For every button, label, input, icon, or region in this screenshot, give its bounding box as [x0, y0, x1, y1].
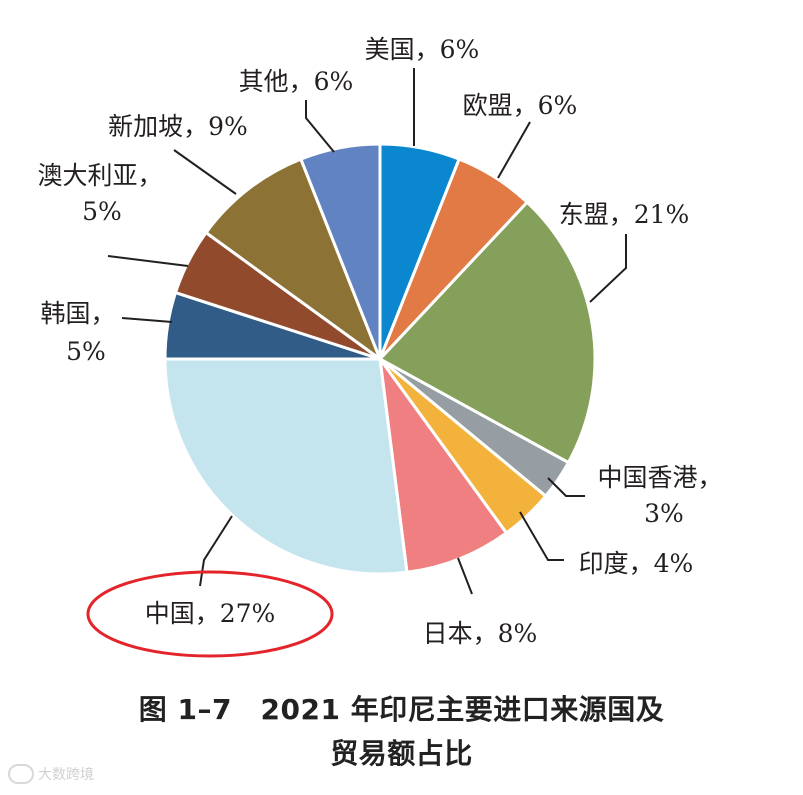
label-asean: 东盟，21% — [559, 200, 690, 229]
label-singapore: 新加坡，9% — [108, 112, 248, 141]
leader-line-4 — [519, 511, 564, 561]
leader-line-10 — [305, 100, 335, 153]
watermark: 大数跨境 — [8, 764, 94, 784]
label-others: 其他，6% — [239, 67, 354, 96]
pie-slice-2 — [378, 200, 597, 465]
watermark-text: 大数跨境 — [38, 767, 94, 783]
watermark-logo-icon — [8, 764, 34, 784]
label-eu: 欧盟，6% — [463, 91, 578, 120]
china-highlight-circle — [86, 570, 334, 658]
label-australia-pct: 5% — [82, 197, 122, 226]
leader-line-6 — [199, 515, 233, 587]
label-australia-name: 澳大利亚， — [37, 161, 162, 190]
label-india: 印度，4% — [579, 549, 694, 578]
leader-line-8 — [107, 255, 189, 267]
leader-line-7 — [121, 317, 173, 323]
label-usa: 美国，6% — [365, 35, 480, 64]
leader-line-3 — [547, 477, 585, 497]
slice-labels: 美国，6% 欧盟，6% 东盟，21% 中国香港， 3% 印度，4% 日本，8% … — [37, 35, 722, 648]
label-korea-pct: 5% — [66, 337, 106, 366]
label-china: 中国，27% — [145, 599, 276, 628]
leader-lines — [107, 68, 627, 595]
label-hongkong-name: 中国香港， — [597, 463, 722, 492]
pie-slice-10 — [299, 142, 382, 361]
leader-line-1 — [497, 121, 531, 179]
pie-slices — [163, 142, 597, 576]
pie-slice-9 — [204, 157, 382, 361]
figure-caption-line1: 图 1–7 2021 年印尼主要进口来源国及 — [138, 693, 665, 726]
leader-line-2 — [589, 234, 627, 303]
pie-chart: 美国，6% 欧盟，6% 东盟，21% 中国香港， 3% 印度，4% 日本，8% … — [37, 35, 723, 658]
figure-caption-line2: 贸易额占比 — [330, 737, 473, 770]
leader-line-5 — [457, 557, 473, 595]
label-hongkong-pct: 3% — [644, 499, 684, 528]
label-korea-name: 韩国， — [40, 299, 115, 328]
leader-line-9 — [173, 149, 237, 195]
label-japan: 日本，8% — [423, 619, 538, 648]
pie-slice-6 — [163, 357, 409, 576]
